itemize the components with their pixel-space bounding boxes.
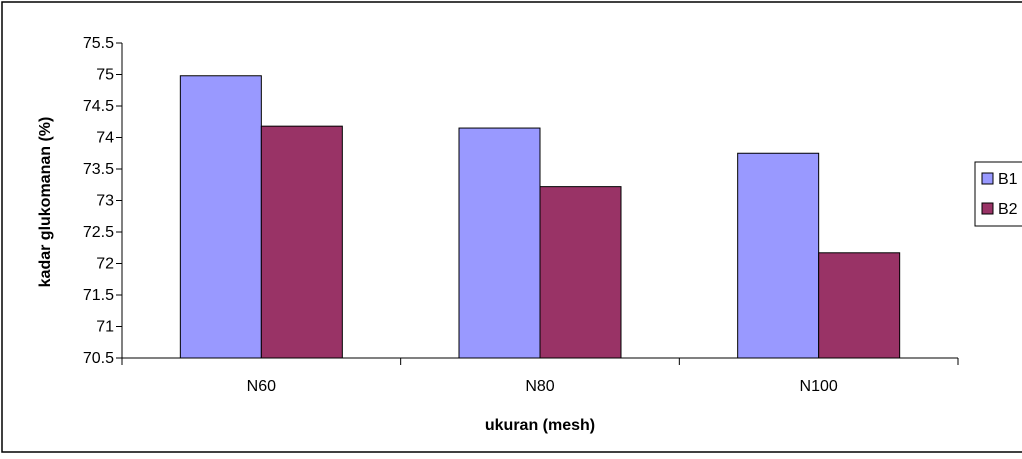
legend-label-b2: B2 xyxy=(998,201,1018,218)
y-tick-label: 72.5 xyxy=(83,224,114,241)
y-tick-label: 74 xyxy=(96,130,114,147)
bar-b1-n100 xyxy=(737,152,820,359)
legend-label-b1: B1 xyxy=(998,171,1018,188)
y-tick-label: 73.5 xyxy=(83,161,114,178)
x-tick-label: N80 xyxy=(525,378,554,395)
bar-b2-n60 xyxy=(260,125,343,359)
legend: B1 B2 xyxy=(974,161,1022,227)
y-tick-label: 75.5 xyxy=(83,35,114,52)
x-axis-title: ukuran (mesh) xyxy=(485,417,595,434)
bar-b1-n60 xyxy=(179,75,262,359)
legend-swatch-b2 xyxy=(981,202,994,215)
bar-b2-n80 xyxy=(539,186,622,359)
y-tick-label: 74.5 xyxy=(83,98,114,115)
y-tick-label: 72 xyxy=(96,256,114,273)
plot-area: 70.5 71 71.5 72 72.5 73 73.5 74 74.5 75 75.5 N60 N80… xyxy=(83,35,959,395)
y-axis-title: kadar glukomanan (%) xyxy=(37,117,54,288)
y-tick-label: 73 xyxy=(96,193,114,210)
y-tick-label: 75 xyxy=(96,67,114,84)
x-tick-label: N100 xyxy=(800,378,838,395)
bar-b1-n80 xyxy=(458,127,541,359)
y-tick-label: 70.5 xyxy=(83,350,114,367)
y-tick-label: 71.5 xyxy=(83,287,114,304)
bar-b2-n100 xyxy=(818,252,901,359)
legend-swatch-b1 xyxy=(981,172,994,185)
x-tick-label: N60 xyxy=(247,378,276,395)
y-tick-label: 71 xyxy=(96,319,114,336)
